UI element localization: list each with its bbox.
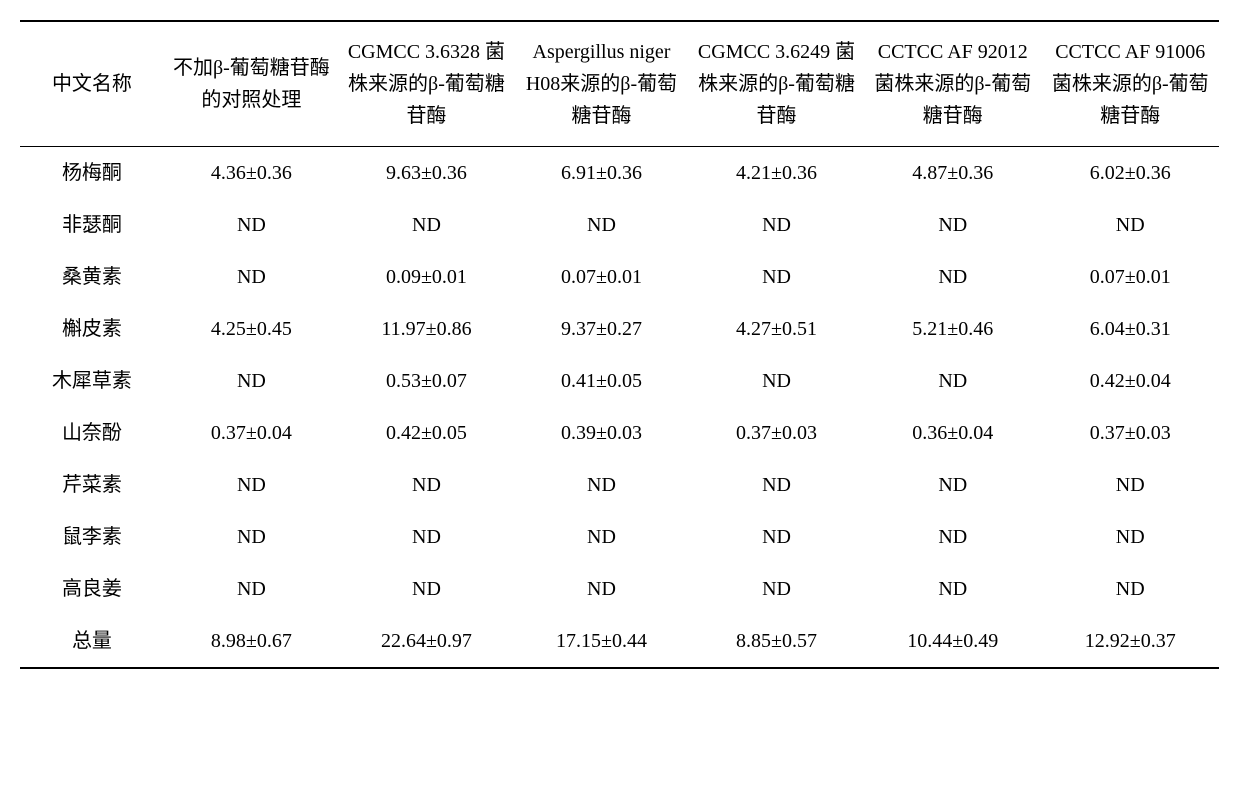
- table-cell: 4.27±0.51: [689, 303, 864, 355]
- table-cell: ND: [164, 251, 339, 303]
- table-cell: 0.42±0.04: [1042, 355, 1220, 407]
- table-cell: 5.21±0.46: [864, 303, 1041, 355]
- table-cell: 0.36±0.04: [864, 407, 1041, 459]
- table-row: 鼠李素NDNDNDNDNDND: [20, 511, 1219, 563]
- table-cell: 杨梅酮: [20, 147, 164, 200]
- table-cell: 高良姜: [20, 563, 164, 615]
- table-header-cell: CGMCC 3.6249 菌株来源的β-葡萄糖苷酶: [689, 21, 864, 147]
- table-cell: ND: [339, 563, 514, 615]
- table-cell: ND: [1042, 199, 1220, 251]
- table-cell: ND: [514, 459, 689, 511]
- table-cell: ND: [339, 511, 514, 563]
- table-header-row: 中文名称 不加β-葡萄糖苷酶的对照处理 CGMCC 3.6328 菌株来源的β-…: [20, 21, 1219, 147]
- table-cell: 0.09±0.01: [339, 251, 514, 303]
- table-cell: ND: [514, 511, 689, 563]
- table-row: 槲皮素4.25±0.4511.97±0.869.37±0.274.27±0.51…: [20, 303, 1219, 355]
- table-cell: 桑黄素: [20, 251, 164, 303]
- table-cell: 9.63±0.36: [339, 147, 514, 200]
- table-row: 高良姜NDNDNDNDNDND: [20, 563, 1219, 615]
- table-cell: ND: [164, 199, 339, 251]
- table-cell: 6.02±0.36: [1042, 147, 1220, 200]
- table-cell: ND: [689, 563, 864, 615]
- table-cell: 4.36±0.36: [164, 147, 339, 200]
- table-cell: 芹菜素: [20, 459, 164, 511]
- table-cell: ND: [689, 459, 864, 511]
- table-cell: 0.37±0.03: [689, 407, 864, 459]
- table-cell: ND: [514, 199, 689, 251]
- table-cell: 4.87±0.36: [864, 147, 1041, 200]
- table-cell: ND: [164, 563, 339, 615]
- table-cell: 山奈酚: [20, 407, 164, 459]
- table-cell: 4.21±0.36: [689, 147, 864, 200]
- table-cell: ND: [689, 199, 864, 251]
- table-header-cell: CGMCC 3.6328 菌株来源的β-葡萄糖苷酶: [339, 21, 514, 147]
- table-cell: ND: [164, 355, 339, 407]
- table-cell: 非瑟酮: [20, 199, 164, 251]
- table-header-cell: 中文名称: [20, 21, 164, 147]
- table-cell: ND: [1042, 459, 1220, 511]
- table-cell: 9.37±0.27: [514, 303, 689, 355]
- table-row: 芹菜素NDNDNDNDNDND: [20, 459, 1219, 511]
- table-header-cell: CCTCC AF 91006 菌株来源的β-葡萄糖苷酶: [1042, 21, 1220, 147]
- table-cell: ND: [864, 251, 1041, 303]
- table-cell: 木犀草素: [20, 355, 164, 407]
- table-row: 木犀草素ND0.53±0.070.41±0.05NDND0.42±0.04: [20, 355, 1219, 407]
- table-cell: ND: [864, 199, 1041, 251]
- table-cell: 0.41±0.05: [514, 355, 689, 407]
- table-cell: 8.85±0.57: [689, 615, 864, 668]
- table-cell: 0.07±0.01: [1042, 251, 1220, 303]
- table-cell: 0.39±0.03: [514, 407, 689, 459]
- table-cell: 0.42±0.05: [339, 407, 514, 459]
- table-cell: 0.53±0.07: [339, 355, 514, 407]
- table-body: 杨梅酮4.36±0.369.63±0.366.91±0.364.21±0.364…: [20, 147, 1219, 669]
- table-cell: 0.07±0.01: [514, 251, 689, 303]
- table-row: 桑黄素ND0.09±0.010.07±0.01NDND0.07±0.01: [20, 251, 1219, 303]
- table-cell: 10.44±0.49: [864, 615, 1041, 668]
- table-cell: ND: [864, 355, 1041, 407]
- table-cell: 总量: [20, 615, 164, 668]
- data-table: 中文名称 不加β-葡萄糖苷酶的对照处理 CGMCC 3.6328 菌株来源的β-…: [20, 20, 1219, 669]
- table-cell: ND: [164, 511, 339, 563]
- table-cell: 4.25±0.45: [164, 303, 339, 355]
- table-cell: 11.97±0.86: [339, 303, 514, 355]
- table-cell: 12.92±0.37: [1042, 615, 1220, 668]
- table-cell: 17.15±0.44: [514, 615, 689, 668]
- table-cell: ND: [689, 511, 864, 563]
- table-cell: ND: [339, 459, 514, 511]
- table-cell: 22.64±0.97: [339, 615, 514, 668]
- table-cell: ND: [164, 459, 339, 511]
- table-cell: ND: [1042, 563, 1220, 615]
- table-row: 杨梅酮4.36±0.369.63±0.366.91±0.364.21±0.364…: [20, 147, 1219, 200]
- table-cell: 6.91±0.36: [514, 147, 689, 200]
- table-cell: 0.37±0.03: [1042, 407, 1220, 459]
- table-cell: ND: [864, 563, 1041, 615]
- table-cell: ND: [514, 563, 689, 615]
- table-cell: ND: [864, 459, 1041, 511]
- table-cell: 鼠李素: [20, 511, 164, 563]
- table-cell: ND: [689, 251, 864, 303]
- table-cell: ND: [689, 355, 864, 407]
- table-cell: ND: [1042, 511, 1220, 563]
- table-header-cell: 不加β-葡萄糖苷酶的对照处理: [164, 21, 339, 147]
- table-cell: 6.04±0.31: [1042, 303, 1220, 355]
- table-header-cell: Aspergillus niger H08来源的β-葡萄糖苷酶: [514, 21, 689, 147]
- table-cell: 0.37±0.04: [164, 407, 339, 459]
- table-row: 非瑟酮NDNDNDNDNDND: [20, 199, 1219, 251]
- table-header-cell: CCTCC AF 92012 菌株来源的β-葡萄糖苷酶: [864, 21, 1041, 147]
- table-cell: 槲皮素: [20, 303, 164, 355]
- table-cell: 8.98±0.67: [164, 615, 339, 668]
- table-row: 总量8.98±0.6722.64±0.9717.15±0.448.85±0.57…: [20, 615, 1219, 668]
- table-cell: ND: [864, 511, 1041, 563]
- table-cell: ND: [339, 199, 514, 251]
- table-row: 山奈酚0.37±0.040.42±0.050.39±0.030.37±0.030…: [20, 407, 1219, 459]
